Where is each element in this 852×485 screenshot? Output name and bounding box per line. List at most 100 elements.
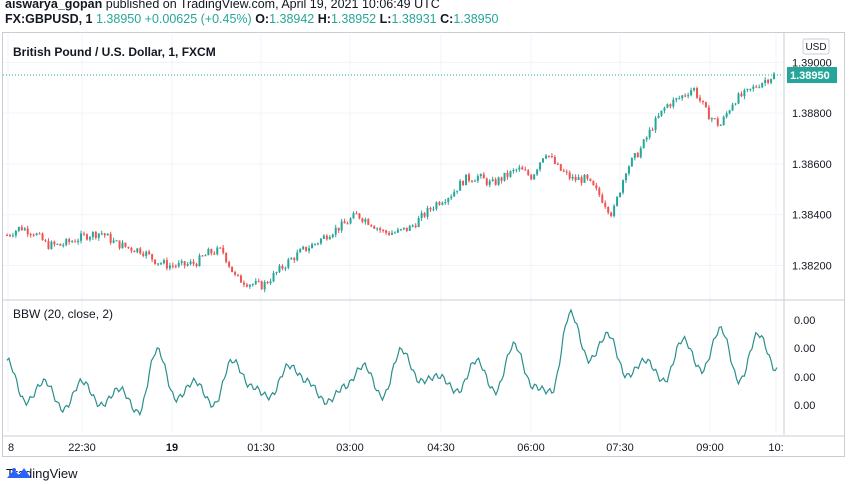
candle-body (559, 164, 562, 171)
candle-body (308, 248, 311, 251)
candle-body (479, 174, 482, 177)
candle-body (725, 113, 728, 117)
candle-body (319, 238, 322, 244)
candle-body (302, 246, 305, 250)
tradingview-footer[interactable]: TradingView (6, 466, 78, 481)
candle-body (627, 166, 630, 174)
candle-body (364, 219, 367, 222)
candle-body (373, 226, 376, 229)
candle-body (592, 180, 595, 186)
symbol-label: FX:GBPUSD, 1 (5, 12, 93, 26)
candle-body (521, 167, 524, 170)
bbw-line (6, 308, 778, 417)
open-value: 1.38942 (269, 12, 315, 26)
candle-body (198, 255, 201, 267)
low-value: 1.38931 (391, 12, 437, 26)
candle-body (17, 226, 20, 231)
last-price: 1.38950 (96, 12, 142, 26)
candle-body (562, 170, 565, 172)
candle-body (278, 265, 281, 273)
candle-body (91, 231, 94, 238)
candle-body (716, 118, 719, 126)
candle-body (65, 239, 68, 246)
candle-body (684, 95, 687, 97)
candle-body (764, 79, 767, 84)
candle-body (148, 251, 151, 255)
candle-body (734, 103, 737, 105)
publish-info: aiswarya_gopan published on TradingView.… (5, 0, 440, 11)
candle-body (136, 248, 139, 253)
candle-body (177, 262, 180, 267)
candle-body (699, 97, 701, 101)
time-tick-label: 01:30 (247, 442, 275, 454)
candle-body (465, 174, 468, 186)
candle-body (358, 213, 361, 219)
candle-body (290, 258, 293, 260)
candle-body (168, 265, 171, 269)
candle-body (666, 104, 669, 108)
candle-body (293, 258, 296, 261)
time-tick-label: 19 (166, 442, 178, 454)
candle-body (254, 281, 257, 285)
candle-body (355, 213, 358, 215)
candle-body (704, 102, 707, 108)
candle-body (651, 129, 654, 131)
ohlc-bar: FX:GBPUSD, 1 1.38950 +0.00625 (+0.45%) O… (5, 12, 499, 26)
candle-body (100, 233, 103, 235)
candle-body (533, 174, 536, 180)
candle-body (314, 243, 316, 245)
candle-body (186, 263, 189, 266)
indicator-tick-label: 0.00 (794, 315, 815, 327)
time-tick-label: 10: (768, 442, 783, 454)
candle-body (162, 260, 165, 264)
candle-body (707, 107, 710, 120)
candle-body (693, 88, 696, 91)
candle-body (346, 223, 349, 225)
candle-body (269, 281, 272, 284)
grid (3, 33, 845, 437)
candle-body (500, 177, 503, 181)
candle-body (444, 202, 447, 204)
candle-body (550, 156, 553, 158)
candle-body (331, 234, 334, 238)
candle-body (38, 233, 41, 235)
candle-body (509, 171, 512, 177)
price-tick-label: 1.38600 (792, 159, 832, 171)
candle-body (257, 281, 260, 283)
candle-body (216, 247, 219, 255)
time-tick-label: 06:00 (517, 442, 545, 454)
price-tick-label: 1.38200 (792, 261, 832, 273)
candle-body (761, 83, 764, 88)
candle-body (14, 230, 17, 236)
candle-body (468, 174, 470, 181)
candle-body (556, 163, 559, 165)
candle-body (470, 180, 473, 182)
author-name[interactable]: aiswarya_gopan (5, 0, 103, 11)
candle-body (506, 172, 509, 177)
chart-frame[interactable] (2, 32, 845, 457)
candle-body (654, 117, 657, 130)
candle-body (118, 240, 121, 249)
time-tick-label: 03:00 (336, 442, 364, 454)
candle-body (284, 267, 287, 269)
candle-body (11, 235, 14, 237)
candle-body (124, 242, 127, 247)
candle-body (88, 237, 91, 240)
candle-body (165, 260, 168, 269)
candle-body (633, 153, 636, 158)
candle-body (613, 205, 616, 216)
candle-body (737, 93, 740, 104)
candle-body (340, 221, 343, 231)
candle-body (47, 241, 50, 249)
candle-body (577, 177, 580, 181)
candle-body (399, 229, 402, 231)
candle-body (97, 233, 100, 238)
candle-body (62, 245, 65, 247)
time-tick-label: 09:00 (696, 442, 724, 454)
candle-body (228, 261, 231, 267)
candle-body (204, 255, 207, 257)
candle-body (713, 118, 716, 120)
candle-body (192, 261, 195, 264)
candle-body (743, 89, 746, 97)
